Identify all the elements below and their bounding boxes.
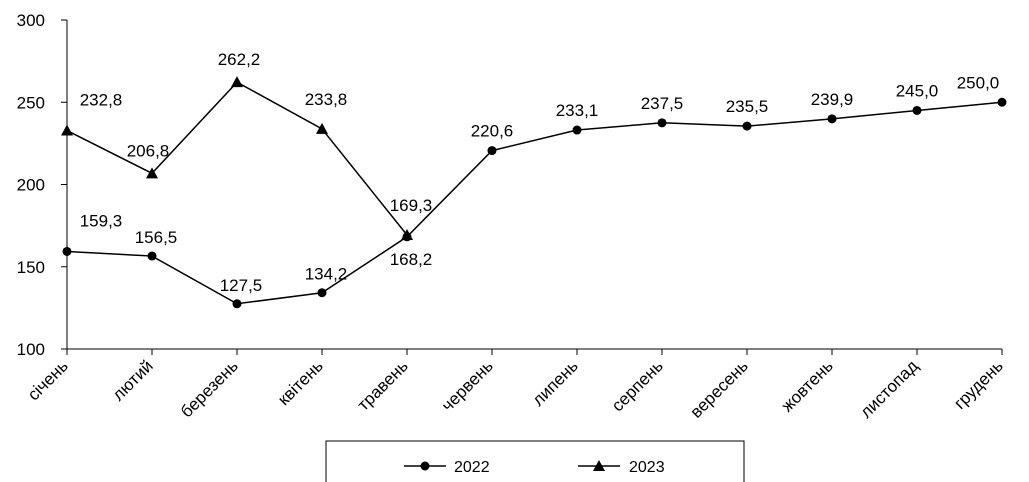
- data-point-2022: [742, 121, 752, 131]
- y-tick-label: 150: [17, 258, 45, 277]
- data-point-2023: [146, 167, 158, 179]
- legend: 2022 2023: [325, 440, 745, 482]
- data-label-2022: 235,5: [726, 97, 769, 116]
- data-label-2022: 159,3: [80, 211, 123, 230]
- series-layer: [61, 76, 1007, 309]
- data-point-2023: [401, 229, 413, 241]
- x-tick-label: грудень: [950, 356, 1007, 413]
- data-label-2022: 134,2: [305, 265, 348, 284]
- data-label-2023: 232,8: [80, 91, 123, 110]
- data-label-2023: 169,3: [390, 196, 433, 215]
- data-point-2022: [997, 97, 1007, 107]
- x-tick-label: серпень: [608, 356, 667, 415]
- data-point-2023: [231, 76, 243, 88]
- data-label-2023: 206,8: [127, 141, 170, 160]
- x-axis: січень лютий березень квітень травень червень…: [24, 348, 1007, 422]
- series-line-2022: [66, 101, 1003, 305]
- x-tick-label: червень: [438, 356, 497, 415]
- data-label-2023: 262,2: [218, 50, 261, 69]
- data-label-2022: 250,0: [957, 73, 1000, 92]
- y-tick-label: 300: [17, 11, 45, 30]
- data-point-2022: [657, 118, 667, 128]
- data-label-2022: 168,2: [390, 250, 433, 269]
- x-tick-label: травень: [354, 356, 412, 414]
- data-point-2022: [147, 251, 157, 261]
- legend-marker-2022: [420, 461, 430, 471]
- y-tick-label: 200: [17, 176, 45, 195]
- data-point-2022: [487, 146, 497, 156]
- y-axis: 100 150 200 250 300: [17, 11, 68, 359]
- x-tick-label: березень: [177, 356, 242, 421]
- x-tick-label: вересень: [686, 356, 751, 421]
- y-tick-label: 100: [17, 340, 45, 359]
- data-label-2022: 233,1: [556, 101, 599, 120]
- data-label-2022: 127,5: [220, 276, 263, 295]
- x-tick-label: квітень: [274, 356, 327, 409]
- legend-marker-2023: [593, 460, 605, 471]
- x-tick-label: січень: [24, 356, 72, 404]
- data-label-2022: 156,5: [135, 228, 178, 247]
- data-point-2022: [232, 299, 242, 309]
- data-label-2023: 233,8: [305, 90, 348, 109]
- legend-label-2023: 2023: [629, 459, 665, 476]
- data-point-2022: [317, 288, 327, 298]
- legend-label-2022: 2022: [454, 459, 490, 476]
- data-labels: 159,3 156,5 127,5 134,2 168,2 220,6 233,1 237,5…: [80, 50, 1000, 295]
- data-point-2023: [316, 122, 328, 134]
- data-label-2022: 239,9: [811, 90, 854, 109]
- data-label-2022: 237,5: [641, 94, 684, 113]
- data-point-2023: [61, 124, 73, 136]
- data-point-2022: [912, 105, 922, 115]
- data-point-2022: [827, 114, 837, 124]
- x-tick-label: листопад: [856, 356, 921, 421]
- data-point-2022: [572, 125, 582, 135]
- x-tick-label: липень: [529, 356, 582, 409]
- y-tick-label: 250: [17, 93, 45, 112]
- x-tick-label: лютий: [109, 356, 157, 404]
- legend-box: [325, 440, 745, 482]
- data-label-2022: 245,0: [896, 81, 939, 100]
- data-point-2022: [62, 246, 72, 256]
- data-label-2022: 220,6: [471, 122, 514, 141]
- x-tick-label: жовтень: [778, 356, 837, 415]
